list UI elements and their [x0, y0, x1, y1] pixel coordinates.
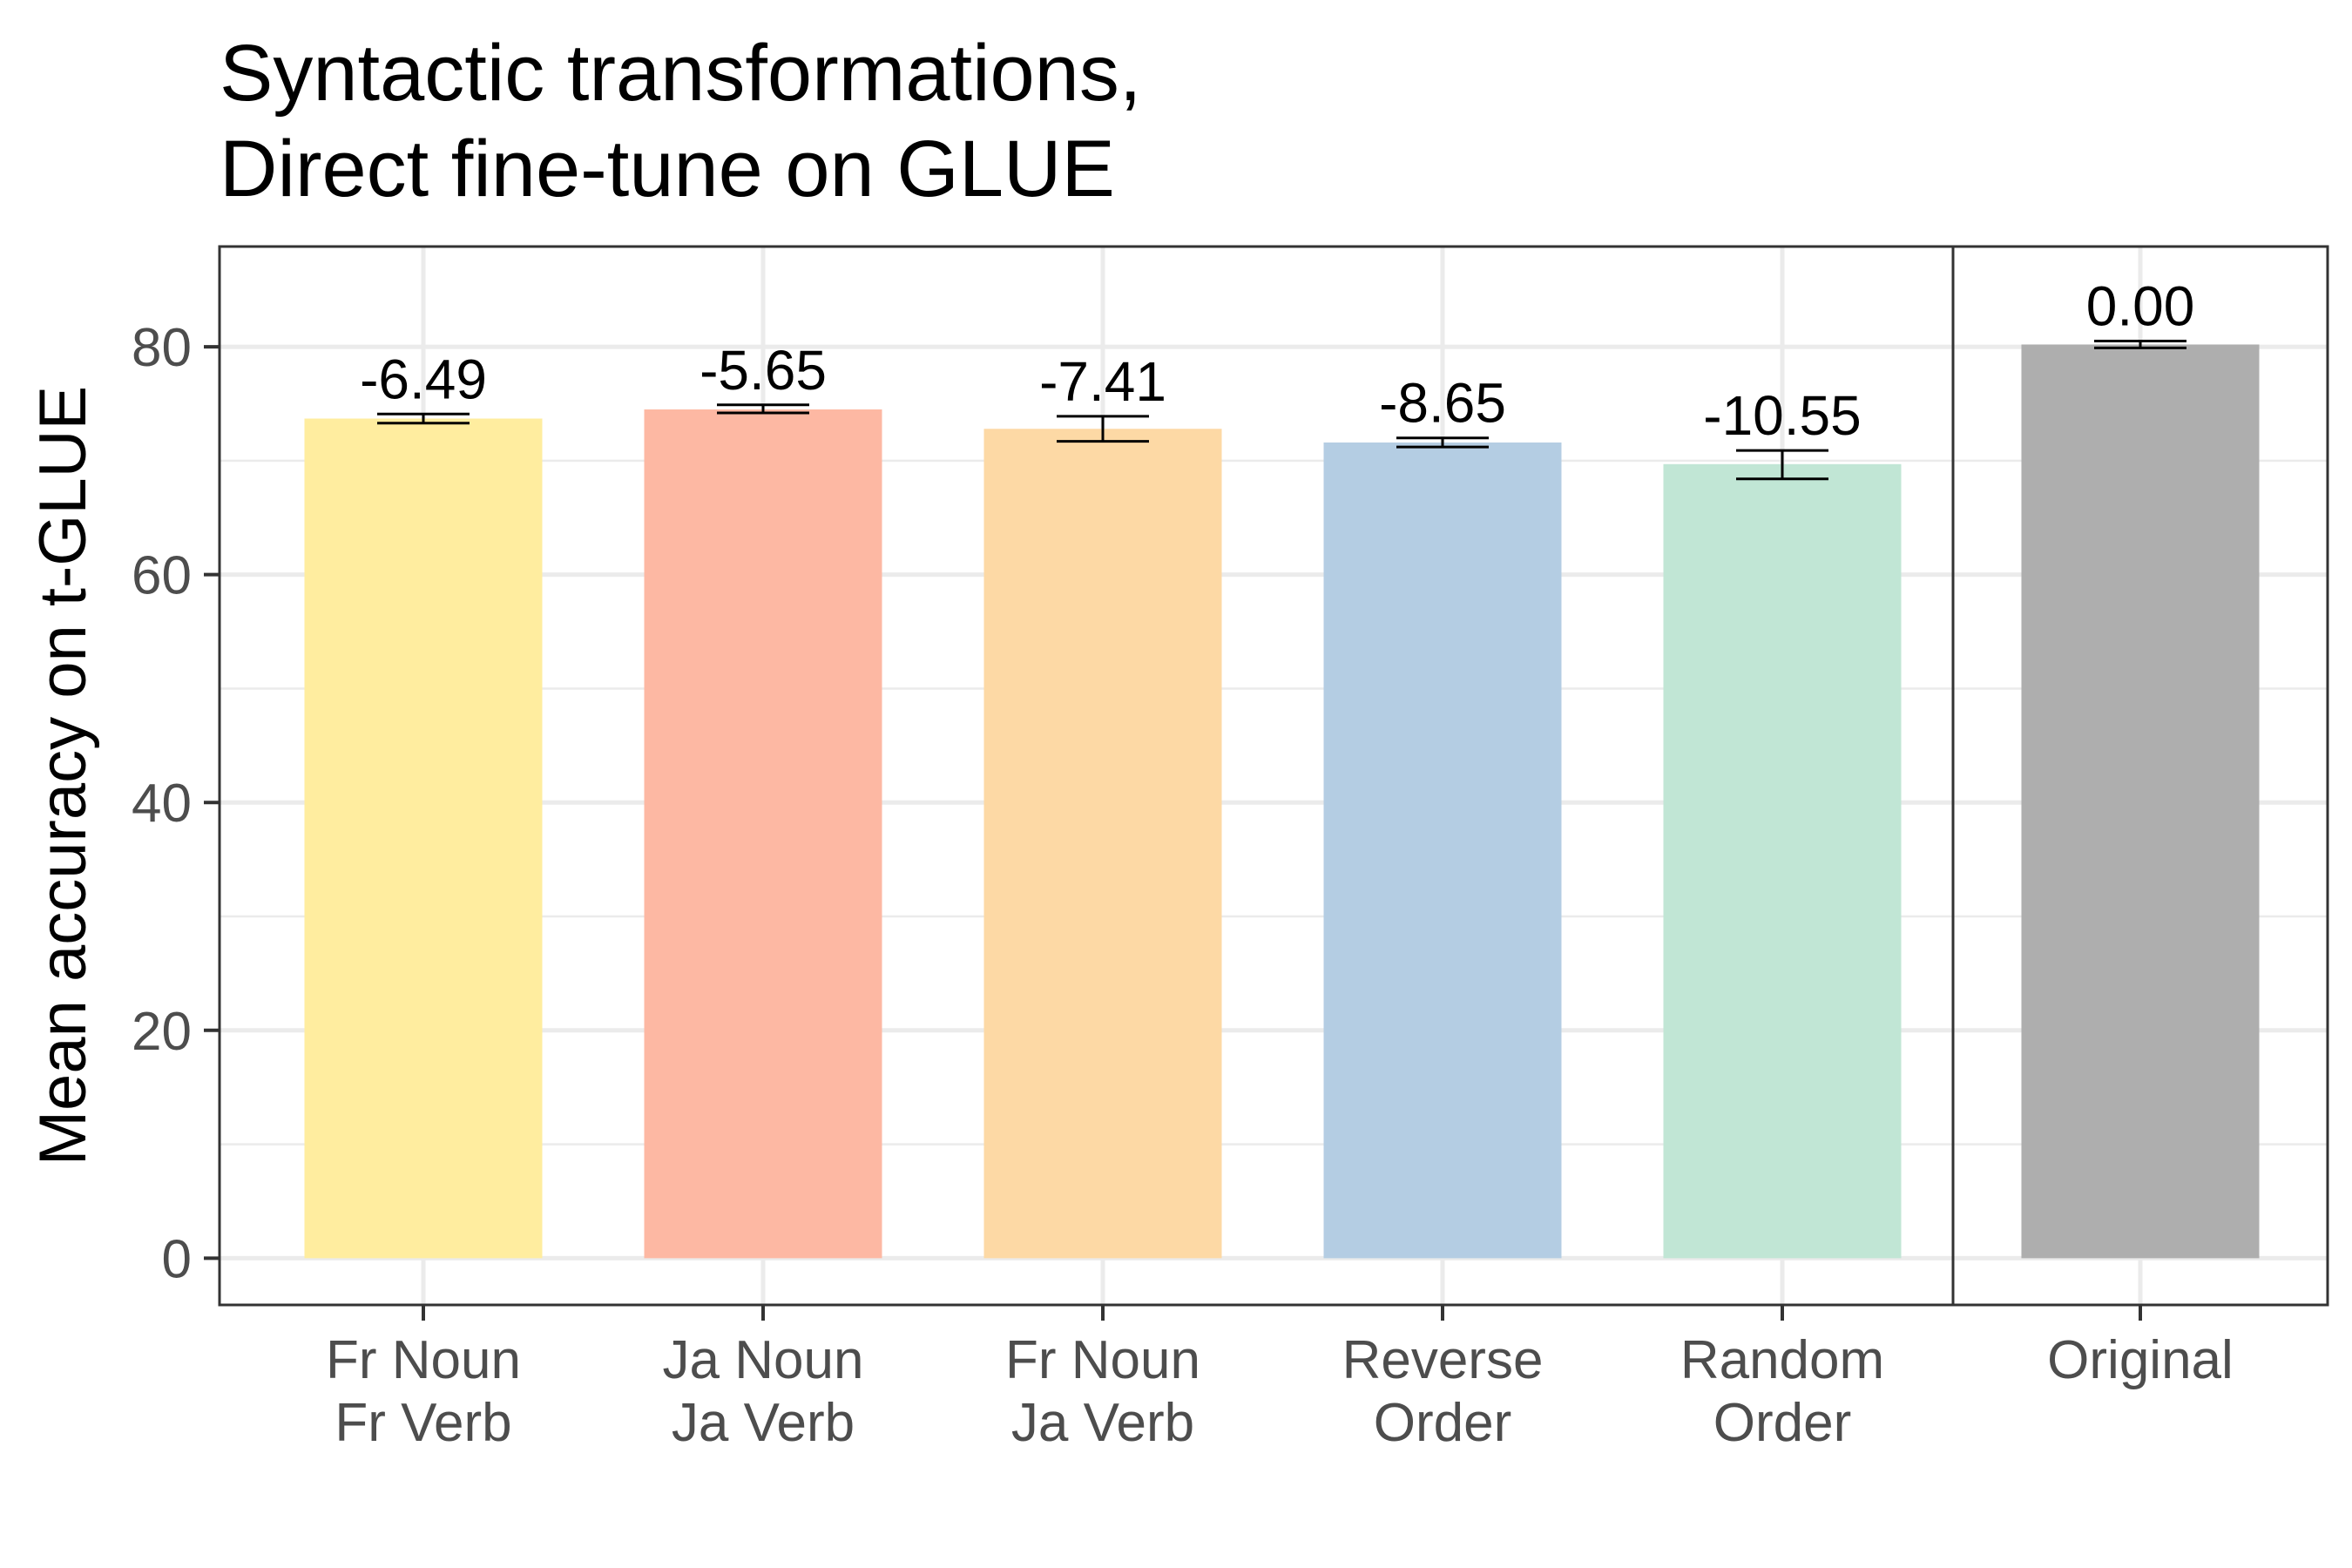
- x-tick-label-line: Ja Verb: [672, 1393, 855, 1453]
- x-tick-label: Original: [2047, 1330, 2234, 1390]
- y-tick-label: 20: [132, 1002, 192, 1062]
- x-tick-label: Reverse Order: [1342, 1330, 1544, 1453]
- chart-title-line-1: Syntactic transformations,: [220, 29, 1142, 118]
- x-tick-label-line: Reverse: [1342, 1330, 1544, 1390]
- x-tick-label: Fr Noun Fr Verb: [326, 1330, 521, 1453]
- data-label: -6.49: [360, 348, 487, 410]
- chart-title-line-2: Direct fine-tune on GLUE: [220, 125, 1115, 213]
- data-label: 0.00: [2086, 275, 2195, 338]
- x-tick-label-line: Fr Verb: [335, 1393, 511, 1453]
- bar: [983, 429, 1222, 1259]
- data-label: -7.41: [1039, 350, 1166, 413]
- bar: [1323, 442, 1562, 1259]
- x-tick-label: Fr Noun Ja Verb: [1005, 1330, 1200, 1453]
- x-tick-label: Ja Noun Ja Verb: [663, 1330, 864, 1453]
- data-label: -8.65: [1379, 372, 1506, 435]
- x-tick-label-line: Order: [1713, 1393, 1851, 1453]
- data-label: -5.65: [700, 339, 827, 402]
- x-tick-label-line: Original: [2047, 1330, 2234, 1390]
- x-tick-label-line: Ja Verb: [1011, 1393, 1194, 1453]
- y-tick-label: 60: [132, 546, 192, 606]
- x-tick-label-line: Fr Noun: [326, 1330, 521, 1390]
- x-tick-label-line: Fr Noun: [1005, 1330, 1200, 1390]
- y-tick-label: 0: [162, 1229, 192, 1289]
- bar: [1663, 463, 1902, 1259]
- data-label: -10.55: [1703, 384, 1861, 447]
- y-tick-label: 40: [132, 774, 192, 834]
- x-tick-label-line: Order: [1374, 1393, 1511, 1453]
- x-tick-label-line: Ja Noun: [663, 1330, 864, 1390]
- x-tick-label-line: Random: [1680, 1330, 1884, 1390]
- y-axis-title: Mean accuracy on t-GLUE: [26, 386, 100, 1166]
- bar: [2021, 344, 2260, 1259]
- bar: [304, 418, 543, 1259]
- bar: [644, 409, 882, 1259]
- y-tick-label: 80: [132, 318, 192, 378]
- x-tick-label: Random Order: [1680, 1330, 1884, 1453]
